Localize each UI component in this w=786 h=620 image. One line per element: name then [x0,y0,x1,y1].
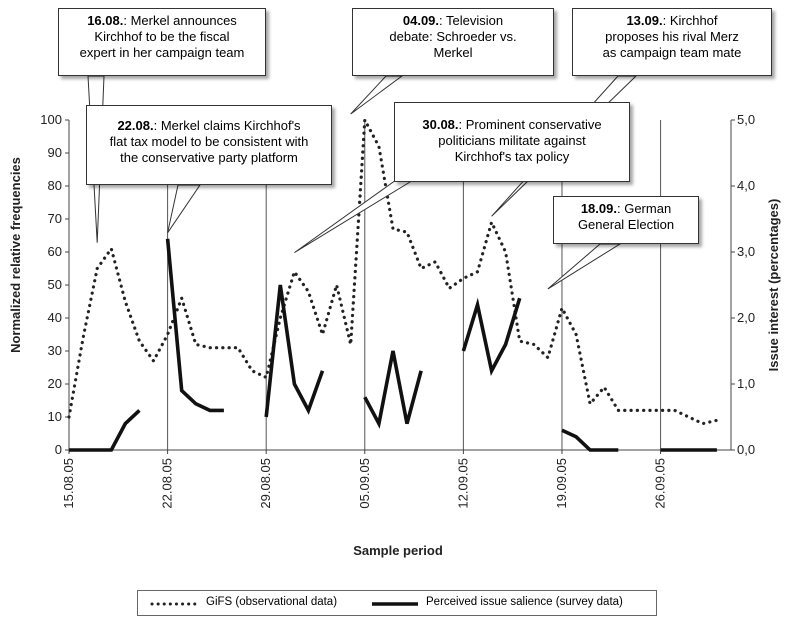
callout-date: 30.08. [422,117,459,132]
callout-line: debate: Schroeder vs. [389,29,517,44]
legend-label-survey: Perceived issue salience (survey data) [426,596,623,608]
y-left-tick-label: 60 [48,244,62,259]
callout-line: : Merkel claims Kirchhof's [153,118,301,133]
callout-line: expert in her campaign team [79,45,245,60]
y-right-tick-label: 2,0 [737,310,755,325]
y-left-tick-label: 0 [55,442,62,457]
callout-22-08: 22.08.: Merkel claims Kirchhof's flat ta… [86,105,332,185]
callout-line: General Election [577,217,675,232]
survey-series-line [561,428,619,452]
y-left-tick-label: 20 [48,376,62,391]
y-right-tick-label: 4,0 [737,178,755,193]
x-tick-label: 29.08.05 [258,458,273,509]
legend-label-gifs: GiFS (observational data) [206,596,338,608]
y-left-tick-label: 80 [48,178,62,193]
x-tick-label: 19.09.05 [554,458,569,509]
callout-line: : Prominent conservative [458,117,602,132]
survey-series-line [264,284,325,418]
gifs-series-line [67,118,719,426]
callout-16-08: 16.08.: Merkel announces Kirchhof to be … [58,8,266,76]
callout-date: 16.08. [87,13,124,28]
y-right-tick-label: 3,0 [737,244,755,259]
callout-line: : Kirchhof [662,13,718,28]
callout-18-09: 18.09.: German General Election [553,196,699,244]
y-left-tick-label: 50 [48,277,62,292]
callout-line: : Merkel announces [123,13,237,28]
callout-line: politicians militate against [438,133,586,148]
y-left-tick-label: 30 [48,343,62,358]
legend: GiFS (observational data) Perceived issu… [137,590,657,616]
callout-line: Merkel [433,45,473,60]
y-left-tick-label: 100 [40,112,62,127]
y-left-tick-label: 90 [48,145,62,160]
callout-13-09: 13.09.: Kirchhof proposes his rival Merz… [572,8,772,76]
callout-line: Kirchhof's tax policy [454,149,570,164]
callout-line: : German [616,201,672,216]
callout-line: proposes his rival Merz [605,29,739,44]
callout-04-09: 04.09.: Television debate: Schroeder vs.… [352,8,554,76]
survey-series-line [461,297,522,377]
x-tick-label: 26.09.05 [653,458,668,509]
y-left-tick-label: 70 [48,211,62,226]
y-axis-left-title: Normalized relative frequencies [8,157,23,353]
y-right-tick-label: 1,0 [737,376,755,391]
y-right-tick-label: 5,0 [737,112,755,127]
callout-date: 04.09. [402,13,440,28]
x-tick-label: 12.09.05 [455,458,470,509]
x-tick-label: 05.09.05 [357,458,372,509]
callout-line: : Television [439,13,504,28]
callout-pointer [547,243,622,290]
legend-dotted-swatch [150,602,200,606]
x-tick-label: 22.08.05 [160,458,175,509]
callout-line: Kirchhof to be the fiscal [94,29,230,44]
legend-solid-swatch [372,602,418,606]
y-right-tick-label: 0,0 [737,442,755,457]
callout-line: as campaign team mate [602,45,742,60]
y-left-tick-label: 10 [48,409,62,424]
callout-date: 13.09. [626,13,663,28]
callout-date: 22.08. [117,118,154,133]
callout-pointer [350,75,404,115]
survey-series-line [69,409,141,452]
y-left-tick-label: 40 [48,310,62,325]
x-tick-label: 15.08.05 [61,458,76,509]
callout-line: flat tax model to be consistent with [109,134,309,149]
x-axis-title: Sample period [353,543,443,558]
callout-pointer [167,184,201,234]
callout-line: the conservative party platform [120,150,298,165]
y-axis-right-title: Issue interest (percentages) [766,199,781,372]
survey-series-line [363,350,423,429]
callout-30-08: 30.08.: Prominent conservative politicia… [394,102,630,182]
callout-date: 18.09. [580,201,617,216]
survey-series-line [165,238,224,413]
